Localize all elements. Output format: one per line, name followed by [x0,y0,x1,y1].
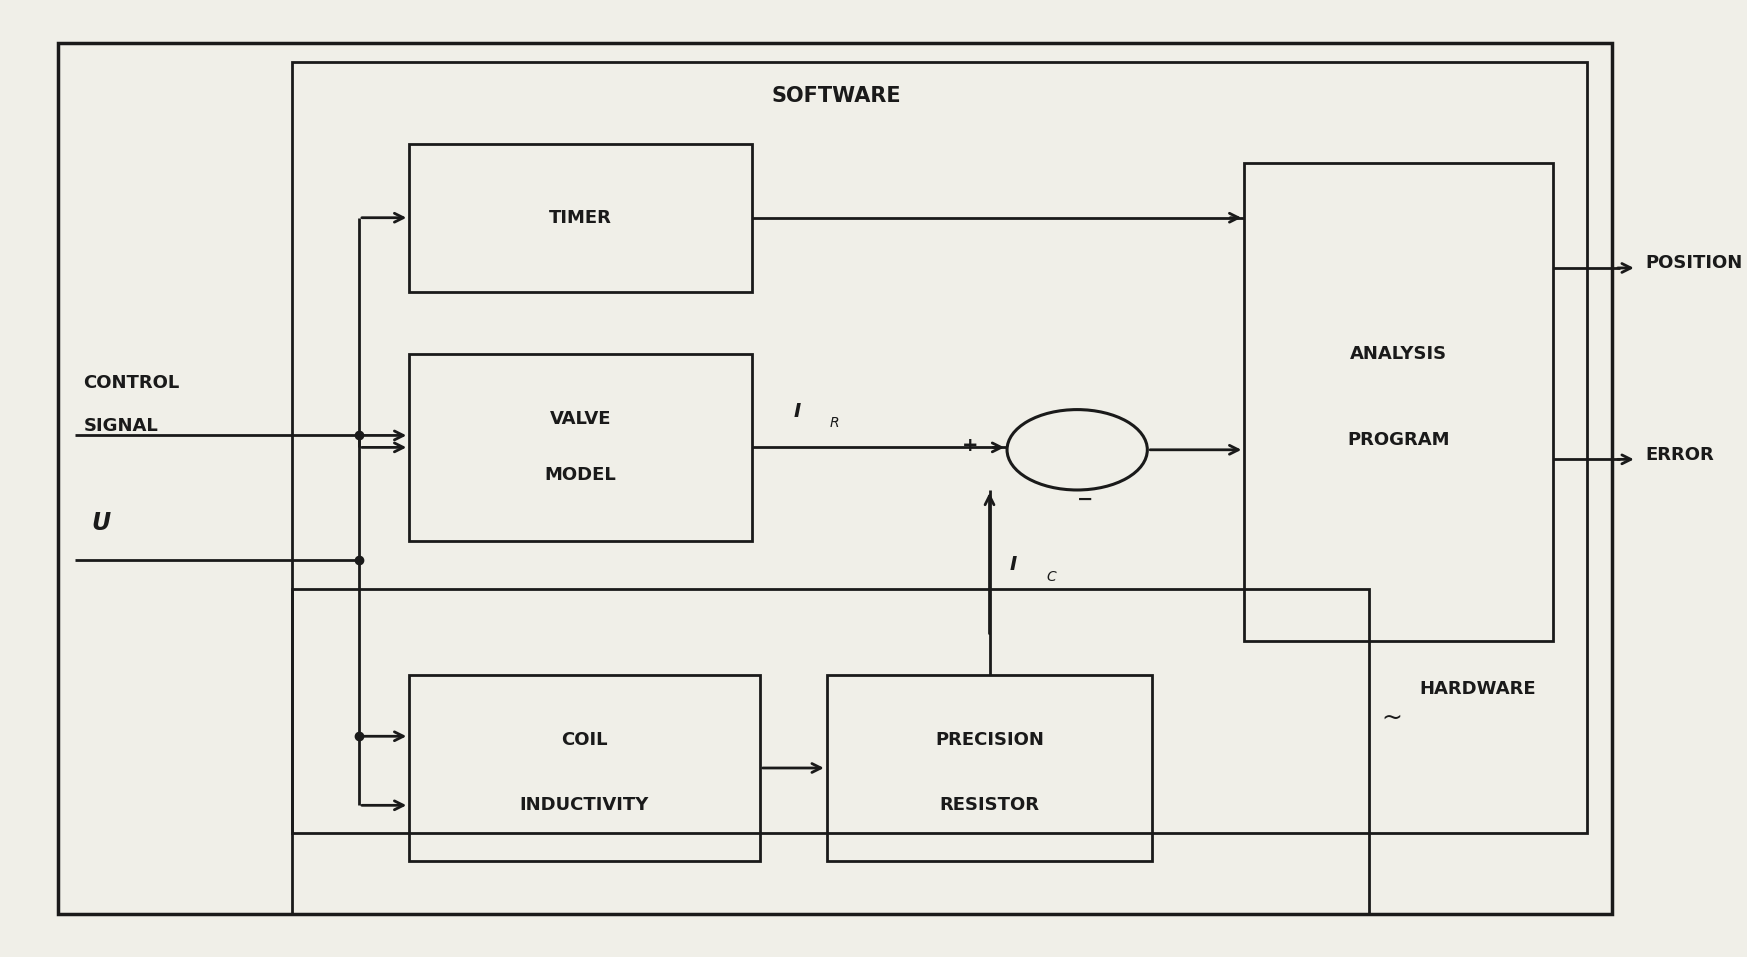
Text: SIGNAL: SIGNAL [84,417,159,434]
Bar [409,354,751,541]
Text: +: + [963,435,978,455]
Text: ANALYSIS: ANALYSIS [1350,345,1447,363]
Text: R: R [830,416,840,431]
Bar [826,675,1153,861]
Text: ~: ~ [1382,706,1403,730]
Bar [409,144,751,292]
Text: SOFTWARE: SOFTWARE [770,86,901,106]
Bar [1244,163,1553,641]
Text: HARDWARE: HARDWARE [1420,680,1536,699]
Text: VALVE: VALVE [550,411,611,429]
Text: RESISTOR: RESISTOR [940,796,1039,814]
Text: C: C [1046,569,1055,584]
Text: PRECISION: PRECISION [935,731,1045,749]
Text: INDUCTIVITY: INDUCTIVITY [521,796,650,814]
Text: POSITION: POSITION [1646,255,1742,272]
Text: ERROR: ERROR [1646,446,1714,463]
Text: TIMER: TIMER [549,209,611,227]
Bar [409,675,760,861]
Bar [292,62,1586,833]
Text: PROGRAM: PROGRAM [1347,432,1450,449]
Text: I: I [1010,555,1017,574]
Text: U: U [93,511,112,536]
Text: CONTROL: CONTROL [84,374,180,391]
Text: COIL: COIL [561,731,608,749]
Text: I: I [793,402,800,420]
Bar [292,589,1370,914]
Text: −: − [1078,490,1094,509]
Text: MODEL: MODEL [545,466,617,484]
